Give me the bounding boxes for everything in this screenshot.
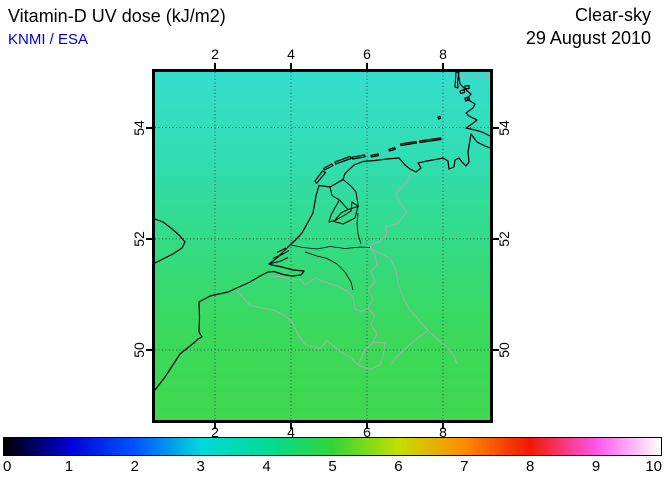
colorbar-label-8: 8 bbox=[526, 458, 535, 475]
plot-title: Vitamin-D UV dose (kJ/m2) bbox=[8, 6, 226, 26]
plot-date: 29 August 2010 bbox=[525, 28, 651, 48]
map-panel: 2 4 6 8 2 4 6 8 54 52 50 54 52 50 bbox=[131, 46, 512, 440]
colorbar-label-4: 4 bbox=[262, 458, 271, 475]
colorbar bbox=[3, 437, 662, 456]
lat-label-left-0: 54 bbox=[131, 120, 147, 136]
lon-label-bottom-2: 6 bbox=[363, 424, 371, 440]
country-borders bbox=[235, 75, 490, 370]
lon-tick-bottom-6 bbox=[366, 423, 368, 429]
colorbar-label-3: 3 bbox=[196, 458, 205, 475]
lon-tick-top-8 bbox=[442, 63, 444, 69]
lat-label-left-1: 52 bbox=[131, 231, 147, 247]
lat-label-left-2: 50 bbox=[131, 342, 147, 358]
coastlines bbox=[155, 72, 490, 391]
lat-tick-left-52 bbox=[146, 238, 152, 240]
colorbar-label-0: 0 bbox=[3, 458, 12, 475]
lon-tick-bottom-8 bbox=[442, 423, 444, 429]
lon-label-top-0: 2 bbox=[211, 46, 219, 62]
lat-tick-left-50 bbox=[146, 349, 152, 351]
colorbar-label-2: 2 bbox=[130, 458, 139, 475]
colorbar-labels: 0 1 2 3 4 5 6 7 8 9 10 bbox=[3, 458, 662, 476]
lat-tick-right-50 bbox=[493, 349, 499, 351]
rivers bbox=[290, 212, 371, 291]
header-right: Clear-sky 29 August 2010 bbox=[526, 4, 651, 50]
wadden-islands-path bbox=[314, 72, 471, 185]
colorbar-label-1: 1 bbox=[64, 458, 74, 475]
colorbar-label-6: 6 bbox=[394, 458, 403, 475]
lon-tick-top-4 bbox=[290, 63, 292, 69]
lon-label-top-3: 8 bbox=[439, 46, 447, 62]
lat-tick-right-52 bbox=[493, 238, 499, 240]
lon-tick-bottom-2 bbox=[214, 423, 216, 429]
continental-coast-path bbox=[155, 133, 490, 391]
lat-tick-right-54 bbox=[493, 127, 499, 129]
coastline-overlay bbox=[155, 72, 490, 420]
ijsselmeer-path bbox=[328, 179, 359, 225]
colorbar-label-9: 9 bbox=[591, 458, 601, 475]
colorbar-label-7: 7 bbox=[460, 458, 469, 475]
lon-label-bottom-0: 2 bbox=[211, 424, 219, 440]
lon-label-top-2: 6 bbox=[363, 46, 371, 62]
lon-label-top-1: 4 bbox=[287, 46, 295, 62]
lon-tick-top-6 bbox=[366, 63, 368, 69]
colorbar-label-10: 10 bbox=[645, 458, 662, 475]
lon-label-bottom-1: 4 bbox=[287, 424, 295, 440]
sky-condition-label: Clear-sky bbox=[574, 5, 651, 25]
schleswig-coast-path bbox=[457, 72, 490, 137]
colorbar-label-5: 5 bbox=[328, 458, 337, 475]
source-credit: KNMI / ESA bbox=[8, 31, 89, 48]
lon-tick-top-2 bbox=[214, 63, 216, 69]
zeeland-islands-path bbox=[268, 247, 290, 265]
lat-label-right-0: 54 bbox=[496, 120, 512, 136]
lon-tick-bottom-4 bbox=[290, 423, 292, 429]
lat-label-right-1: 52 bbox=[496, 231, 512, 247]
graticule-lines bbox=[155, 72, 490, 420]
lon-label-bottom-3: 8 bbox=[439, 424, 447, 440]
lat-tick-left-54 bbox=[146, 127, 152, 129]
header-left: Vitamin-D UV dose (kJ/m2) KNMI / ESA bbox=[8, 4, 226, 50]
lat-label-right-2: 50 bbox=[496, 342, 512, 358]
england-coast-path bbox=[155, 218, 186, 264]
uv-dose-field bbox=[155, 72, 490, 420]
